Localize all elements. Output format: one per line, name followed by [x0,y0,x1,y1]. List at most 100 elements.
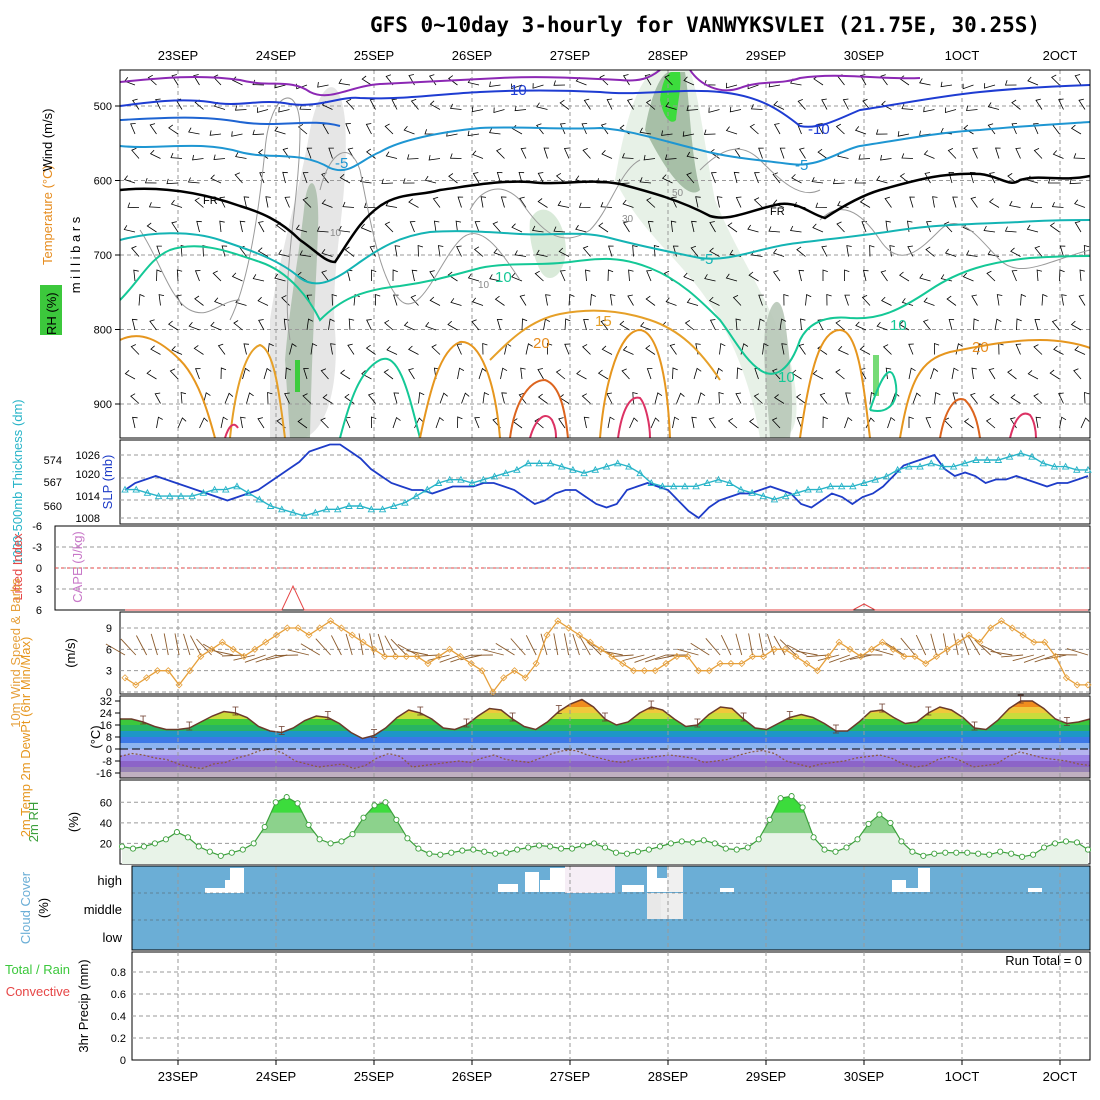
wind-barb [220,416,228,429]
wind-barb [983,83,996,89]
wind-barb [457,196,464,208]
wind10-point [673,652,681,661]
wind-barb [708,296,720,306]
wind-barb [537,172,544,184]
wind10-point [684,652,692,661]
wind10-point [565,624,573,632]
wind-barb [418,392,425,404]
wind-barb [859,74,867,86]
wind-barb [581,123,588,135]
wind-barb [243,196,250,208]
temperature-label: Temperature (°C) [40,165,55,265]
wind-barb [686,172,695,184]
wind10-barb [553,633,559,656]
rh2m-point [129,845,137,852]
wind10-barb [377,633,386,656]
thickness-point [837,482,846,490]
thickness-point [1028,452,1036,460]
wind-barb [1078,98,1086,110]
wind-barb [219,196,226,208]
wind-barb [403,321,415,331]
wind-barb [971,294,978,306]
cloud-level-middle: middle [84,902,122,917]
thickness-point [378,505,387,513]
date-label: 1OCT [945,48,980,63]
wind10-point [229,645,237,653]
temp-minmax-marker [371,729,378,738]
wind-barb [1074,199,1086,208]
wind10-point [402,652,410,661]
thickness-label: 1000-500mb Thickness (dm) [10,399,25,564]
wind-barb [709,247,720,257]
wind-barb [265,196,271,208]
wind-barb [671,196,677,208]
wind10-point [651,667,659,675]
wind-barb [519,294,527,306]
wind-barb [773,100,785,110]
wind10-barb [120,638,137,656]
isotherm-20e [799,328,871,438]
wind-barb [471,297,484,306]
thickness-point [871,475,880,483]
wind10-point [272,631,281,639]
wind-barb [194,197,204,208]
wind-barb [684,320,695,331]
contour-label: 15 [595,313,612,330]
wind10-point [943,645,951,653]
rh2m-point [228,849,235,856]
isotherm-minus10 [120,84,1090,128]
rh2m-point [206,848,213,855]
wind-barb [771,417,781,429]
wind10-barb [655,654,677,661]
rh2m-point [327,840,334,847]
rh2m-point [997,848,1004,855]
wind10-barb [510,638,526,656]
thickness-point [199,488,208,496]
thickness-point [983,456,991,463]
wind-barb [690,245,699,257]
wind-barb [258,149,269,159]
precip-tick-label: 0.4 [111,1011,126,1023]
wind-barb [709,319,716,331]
wind-barb [545,294,551,306]
wind-barb [665,297,677,306]
thickness-point [367,505,376,513]
wind-barb [258,319,265,331]
isotherm-10 [120,245,1090,375]
thickness-point [748,488,756,496]
temp-minmax-marker [786,711,793,720]
wind-barb [919,78,931,86]
wind-barb [972,147,978,159]
wind-barb [719,342,726,355]
wind-barb [988,368,996,380]
wind10-barb [202,643,223,656]
wind10-point [749,652,757,661]
wind10-point [175,681,183,689]
rh2m-point [195,843,202,850]
slp-label: SLP (mb) [100,455,115,510]
rh2m-point [975,850,982,857]
thickness-slp-panel: 574 567 560 1026 1020 1014 1008 1000-500mb Thi… [10,399,1092,565]
rh-shading-27sep [529,209,566,279]
wind10-point [976,638,984,646]
wind-barb [384,221,394,233]
wind-barb [622,74,630,86]
wind-barb [461,392,470,404]
isotherm-20b [229,343,286,438]
wind-barb [908,416,914,428]
wind10-point [922,659,930,668]
wind-barb [467,273,480,282]
wind-barb [926,221,932,233]
wind-barb [842,98,849,110]
wind10-barb [773,635,786,656]
wind-barb [193,74,200,86]
wind-barb [661,130,673,136]
rh2m-point [162,836,169,843]
wind10-point [521,674,529,682]
wind-barb [578,202,591,208]
wind10-point [759,652,767,661]
wind-barb [520,147,527,159]
wind10-unit: (m/s) [63,638,78,668]
wind-barb [672,416,680,429]
wind10-point [1073,681,1081,689]
